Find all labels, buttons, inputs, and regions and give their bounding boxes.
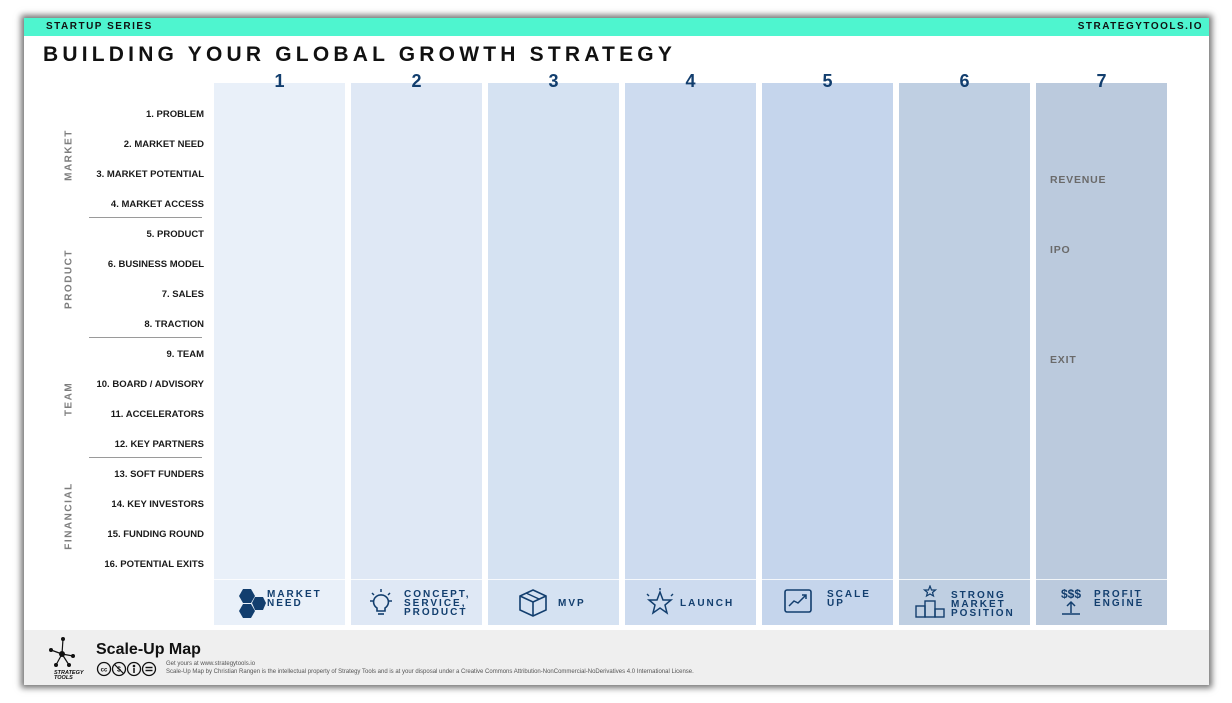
row-label: 15. FUNDING ROUND	[107, 529, 204, 540]
column-3[interactable]: 3 MVP	[488, 71, 619, 625]
stage-launch: LAUNCH	[625, 579, 756, 625]
column-4[interactable]: 4 LAUNCH	[625, 71, 756, 625]
trend-chart-icon	[784, 589, 812, 613]
stage-profit-engine: $$$ PROFIT ENGINE	[1036, 579, 1167, 625]
row-label: 3. MARKET POTENTIAL	[96, 169, 204, 180]
note-revenue: REVENUE	[1050, 174, 1107, 186]
note-ipo: IPO	[1050, 244, 1071, 256]
stage-label: CONCEPT, SERVICE, PRODUCT	[404, 589, 471, 618]
row-label: 14. KEY INVESTORS	[111, 499, 204, 510]
row-label: 4. MARKET ACCESS	[110, 199, 204, 210]
row-label: 11. ACCELERATORS	[110, 409, 204, 420]
row-label: 7. SALES	[161, 289, 204, 300]
row-label: 1. PROBLEM	[145, 109, 204, 120]
site-label: STRATEGYTOOLS.IO	[1077, 21, 1203, 32]
row-label: 2. MARKET NEED	[123, 139, 204, 150]
hexagons-icon	[239, 589, 266, 618]
money-up-icon: $$$	[1061, 587, 1081, 615]
brand-name: Scale-Up Map	[96, 641, 201, 658]
stage-label: SCALE UP	[827, 589, 871, 609]
stage-market-need: MARKET NEED	[214, 579, 345, 625]
column-number: 3	[548, 71, 559, 91]
svg-text:$$$: $$$	[1061, 587, 1081, 601]
row-label: 8. TRACTION	[144, 319, 204, 330]
box-icon	[519, 589, 547, 617]
column-2[interactable]: 2 CONCEPT, SERVICE, PRODUCT	[351, 71, 482, 625]
scale-up-map-card: STARTUP SERIES STRATEGYTOOLS.IO BUILDING…	[24, 18, 1209, 685]
get-yours-text: Get yours at www.strategytools.io	[166, 661, 256, 667]
logo-text: STRATEGY TOOLS	[54, 670, 84, 681]
star-icon	[646, 588, 674, 615]
stage-mvp: MVP	[488, 579, 619, 625]
stage-strong-market-position: STRONG MARKET POSITION	[899, 579, 1030, 625]
column-number: 5	[822, 71, 833, 91]
footer: STRATEGY TOOLS Scale-Up Map cc $ Get your…	[24, 630, 1209, 685]
stage-label: STRONG MARKET POSITION	[951, 590, 1015, 619]
column-6[interactable]: 6 STRONG MARKET POSITION	[899, 71, 1030, 625]
column-number: 7	[1096, 71, 1107, 91]
lightbulb-icon	[370, 589, 392, 615]
row-label: 16. POTENTIAL EXITS	[104, 559, 204, 570]
row-label: 6. BUSINESS MODEL	[107, 259, 204, 270]
note-exit: EXIT	[1050, 354, 1077, 366]
creative-commons-icons: cc $	[96, 661, 157, 677]
stage-scale-up: SCALE UP	[762, 579, 893, 625]
column-number: 1	[274, 71, 285, 91]
stage-label: MVP	[558, 598, 586, 609]
row-label: 13. SOFT FUNDERS	[114, 469, 204, 480]
svg-text:cc: cc	[101, 668, 108, 674]
group-divider	[89, 457, 202, 458]
row-label: 9. TEAM	[166, 349, 204, 360]
top-bar: STARTUP SERIES STRATEGYTOOLS.IO	[24, 18, 1209, 36]
svg-text:$: $	[117, 667, 121, 674]
stage-label: LAUNCH	[680, 598, 735, 609]
stage-concept-service-product: CONCEPT, SERVICE, PRODUCT	[351, 579, 482, 625]
row-label: 10. BOARD / ADVISORY	[96, 379, 204, 390]
group-divider	[89, 337, 202, 338]
podium-icon	[915, 585, 945, 618]
column-number: 6	[959, 71, 970, 91]
column-number: 4	[685, 71, 696, 91]
row-label: 12. KEY PARTNERS	[114, 439, 204, 450]
group-divider	[89, 217, 202, 218]
row-label: 5. PRODUCT	[146, 229, 204, 240]
strategy-tools-logo-icon	[49, 637, 75, 667]
column-number: 2	[411, 71, 422, 91]
page-title: BUILDING YOUR GLOBAL GROWTH STRATEGY	[43, 43, 677, 66]
series-label: STARTUP SERIES	[46, 21, 153, 32]
column-1[interactable]: 1 MARKET NEED	[214, 71, 345, 625]
column-7[interactable]: 7 $$$ PROFIT ENGINE	[1036, 71, 1167, 625]
stage-label: PROFIT ENGINE	[1094, 589, 1145, 609]
column-5[interactable]: 5 SCALE UP	[762, 71, 893, 625]
stage-label: MARKET NEED	[267, 589, 322, 609]
license-text: Scale-Up Map by Christian Rangen is the …	[166, 669, 694, 675]
